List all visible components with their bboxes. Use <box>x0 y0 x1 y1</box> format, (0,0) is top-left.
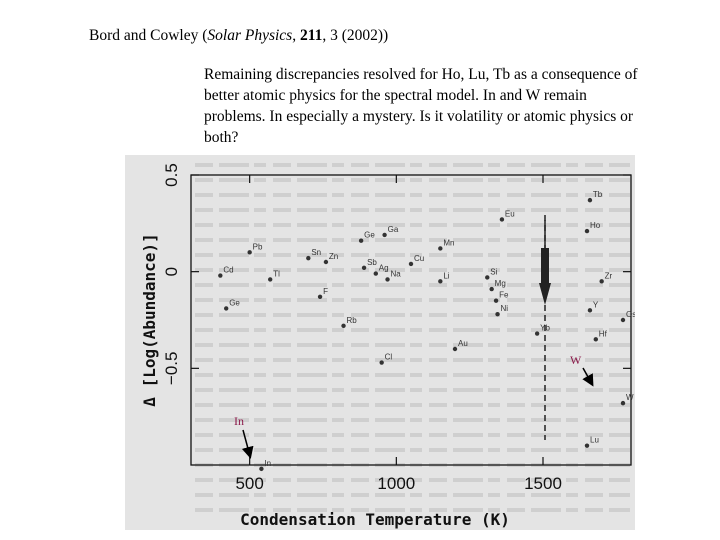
citation-journal: Solar Physics <box>207 27 293 44</box>
point-label-pb: Pb <box>253 242 263 251</box>
point-label-mn: Mn <box>443 238 454 247</box>
y-tick-label: 0 <box>162 267 181 276</box>
scatter-chart: 500 1000 1500 0.5 0 −0.5 Tb Eu Ga Ge Ho Pb Mn Sn Zn Cu… <box>140 163 635 529</box>
point-label-lu: Lu <box>590 436 599 445</box>
point-label-ag: Ag <box>379 264 389 273</box>
point-os <box>620 317 626 323</box>
point-label-ge: Ge <box>364 231 375 240</box>
point-ge <box>224 306 229 311</box>
point-label-rb: Rb <box>347 316 358 325</box>
point-label-sb: Sb <box>367 258 377 267</box>
slide-caption: Remaining discrepancies resolved for Ho,… <box>204 66 638 146</box>
citation-authors: Bord and Cowley ( <box>89 27 208 44</box>
point-eu <box>499 217 505 222</box>
citation-volume: 211 <box>299 27 323 44</box>
point-label-in: In <box>264 459 271 468</box>
point-label-tb: Tb <box>593 190 603 199</box>
point-rb <box>341 323 346 328</box>
point-f <box>317 294 323 299</box>
point-label-fe: Fe <box>499 291 509 300</box>
point-label-y: Y <box>593 300 599 309</box>
point-tl <box>268 277 273 282</box>
point-mn <box>438 246 443 251</box>
y-tick-label: 0.5 <box>162 163 181 187</box>
point-ni <box>495 312 500 317</box>
x-axis-label: Condensation Temperature (K) <box>240 510 510 529</box>
point-mg <box>489 286 494 292</box>
x-tick-label: 1000 <box>377 474 415 493</box>
point-label-li: Li <box>443 271 449 280</box>
point-si <box>485 275 490 280</box>
point-ho <box>584 228 590 234</box>
point-in <box>259 466 264 472</box>
y-axis-label: Δ [Log(Abundance)] <box>140 233 159 406</box>
point-label-cu: Cu <box>414 254 424 263</box>
point-label-au: Au <box>458 339 468 348</box>
point-label-sn: Sn <box>311 248 321 257</box>
point-cd <box>218 273 223 278</box>
point-tb <box>587 197 593 203</box>
point-label-ge: Ge <box>229 298 240 307</box>
point-label-mg: Mg <box>495 279 506 288</box>
point-hf <box>593 337 598 342</box>
point-ge <box>358 238 364 243</box>
point-cu <box>408 261 414 267</box>
point-fe <box>493 298 499 303</box>
point-na <box>385 277 390 282</box>
point-zn <box>323 259 329 265</box>
point-label-ga: Ga <box>388 225 399 234</box>
point-label-zr: Zr <box>605 271 613 280</box>
point-yb <box>534 331 540 336</box>
point-label-eu: Eu <box>505 209 515 218</box>
in-annotation: In <box>234 414 244 428</box>
point-label-ho: Ho <box>590 221 601 230</box>
x-tick-label: 1500 <box>524 474 562 493</box>
point-label-tl: Tl <box>273 269 280 278</box>
point-label-cd: Cd <box>223 266 233 275</box>
point-label-na: Na <box>391 269 402 278</box>
ho-arrow-bar <box>541 248 549 285</box>
point-li <box>438 279 443 284</box>
point-label-zn: Zn <box>329 252 338 261</box>
point-sn <box>306 255 311 261</box>
w-annotation: W <box>570 353 582 367</box>
axis-tick-labels: 500 1000 1500 0.5 0 −0.5 <box>162 163 562 493</box>
scanned-figure: 500 1000 1500 0.5 0 −0.5 Tb Eu Ga Ge Ho Pb Mn Sn Zn Cu… <box>125 155 635 530</box>
scan-texture <box>195 163 630 512</box>
point-label-os: Os <box>626 310 635 319</box>
point-zr <box>599 279 604 284</box>
ho-arrow-head <box>539 283 551 305</box>
point-w <box>620 400 626 406</box>
x-tick-label: 500 <box>235 474 263 493</box>
point-label-ni: Ni <box>501 304 509 313</box>
citation-sep: , <box>292 27 300 44</box>
point-lu <box>584 443 590 448</box>
point-ag <box>373 271 378 276</box>
point-label-f: F <box>323 287 328 296</box>
citation: Bord and Cowley (Solar Physics, 211, 3 (… <box>89 27 388 45</box>
point-label-cl: Cl <box>385 353 393 362</box>
y-tick-label: −0.5 <box>162 352 181 386</box>
point-label-hf: Hf <box>599 329 608 338</box>
plot-frame <box>190 174 632 466</box>
point-y <box>587 308 593 313</box>
point-sb <box>361 265 367 270</box>
citation-rest: , 3 (2002)) <box>322 27 389 44</box>
point-cl <box>379 360 384 365</box>
point-pb <box>247 250 252 255</box>
point-au <box>452 346 458 352</box>
point-label-w: W <box>626 393 634 402</box>
point-label-si: Si <box>490 267 497 276</box>
point-ga <box>382 232 387 238</box>
